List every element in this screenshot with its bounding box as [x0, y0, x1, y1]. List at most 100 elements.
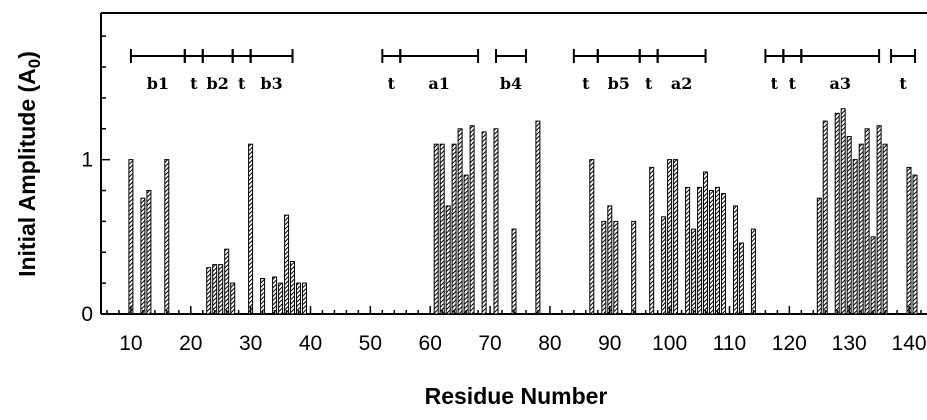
bar	[673, 159, 679, 315]
x-tick-label: 100	[652, 332, 687, 355]
bar	[260, 278, 266, 315]
x-tick-label: 110	[713, 332, 746, 355]
y-axis-title-subscript: 0	[25, 59, 44, 68]
bar	[451, 143, 457, 315]
segment-label: t	[899, 74, 907, 93]
bar	[661, 216, 667, 315]
bar	[469, 125, 475, 315]
bar	[140, 197, 146, 315]
x-tick-label: 130	[832, 332, 867, 355]
segment-label: t	[645, 74, 653, 93]
segment-label: t	[582, 74, 590, 93]
segment-label: b5	[608, 74, 630, 93]
segment-label: t	[388, 74, 396, 93]
bar	[439, 143, 445, 315]
bar	[876, 125, 882, 315]
bar	[733, 205, 738, 315]
y-axis-title-main: Initial Amplitude (A	[14, 68, 40, 277]
segment-label: a1	[428, 74, 450, 93]
segment-label: b3	[260, 74, 282, 93]
segment-label: t	[789, 74, 797, 93]
bar	[840, 108, 846, 315]
x-tick-label: 120	[772, 332, 807, 355]
segment-label: b2	[207, 74, 229, 93]
y-tick-label: 0	[81, 303, 93, 326]
bar	[715, 186, 720, 315]
bar	[218, 264, 224, 315]
bar	[463, 174, 469, 315]
bar	[709, 190, 714, 315]
bar	[445, 205, 451, 315]
bar	[589, 159, 595, 315]
bar	[822, 120, 828, 315]
bar	[721, 193, 726, 315]
bar	[230, 282, 236, 315]
bar	[685, 186, 691, 315]
bar	[128, 159, 134, 315]
x-tick-label: 90	[598, 332, 621, 355]
segment-label: t	[771, 74, 779, 93]
bar	[433, 143, 439, 315]
bar	[912, 174, 918, 315]
bar	[613, 220, 619, 315]
bar	[750, 228, 756, 315]
bar	[852, 159, 858, 315]
bar	[278, 282, 284, 315]
x-tick-label: 60	[419, 332, 442, 355]
bar	[535, 120, 541, 315]
bar	[738, 242, 744, 315]
bar	[146, 190, 152, 315]
bar	[667, 159, 673, 315]
segment-label: b4	[500, 74, 522, 93]
bar	[864, 128, 870, 315]
bar	[212, 264, 218, 315]
bar	[224, 248, 230, 315]
bar	[906, 166, 912, 315]
bar	[164, 159, 170, 315]
bar	[697, 186, 703, 315]
bar	[882, 143, 888, 315]
bar	[834, 112, 840, 315]
bar	[206, 267, 212, 315]
x-tick-label: 50	[359, 332, 382, 355]
bar	[601, 220, 607, 315]
segment-label: t	[238, 74, 246, 93]
x-tick-label: 10	[119, 332, 142, 355]
bar	[511, 228, 517, 315]
bars-layer	[128, 108, 918, 315]
bar	[296, 282, 301, 315]
bar	[649, 166, 655, 315]
bar	[703, 171, 708, 315]
bar	[607, 205, 613, 315]
bar	[290, 261, 295, 315]
y-tick-label: 1	[81, 149, 93, 172]
bar	[858, 143, 864, 315]
bar	[493, 128, 499, 315]
y-axis-title: Initial Amplitude (A0)	[14, 51, 44, 277]
ticks-layer: 10 20 30 40 50 60 70 80 90 100 110 120 130 140 0 1	[81, 35, 927, 355]
bar	[481, 131, 487, 315]
x-tick-label: 40	[299, 332, 322, 355]
bar	[870, 236, 876, 315]
x-tick-label: 30	[239, 332, 262, 355]
x-tick-label: 70	[478, 332, 501, 355]
bar	[457, 128, 463, 315]
y-axis-title-close: )	[14, 51, 40, 59]
segment-label: a3	[829, 74, 851, 93]
bar	[816, 197, 822, 315]
secondary-structure-layer: b1 t b2 t b3 t a1 b4 t b5 t a2 t t a3 t	[129, 49, 917, 93]
bar	[846, 136, 852, 315]
segment-label: b1	[147, 74, 169, 93]
segment-label: a2	[671, 74, 693, 93]
segment-label: t	[190, 74, 198, 93]
x-tick-label: 140	[892, 332, 927, 355]
x-axis-title: Residue Number	[425, 383, 608, 409]
x-tick-label: 20	[179, 332, 202, 355]
bar	[691, 228, 697, 315]
bar	[302, 282, 307, 315]
bar	[284, 214, 290, 315]
bar	[272, 276, 278, 315]
bar	[631, 220, 637, 315]
